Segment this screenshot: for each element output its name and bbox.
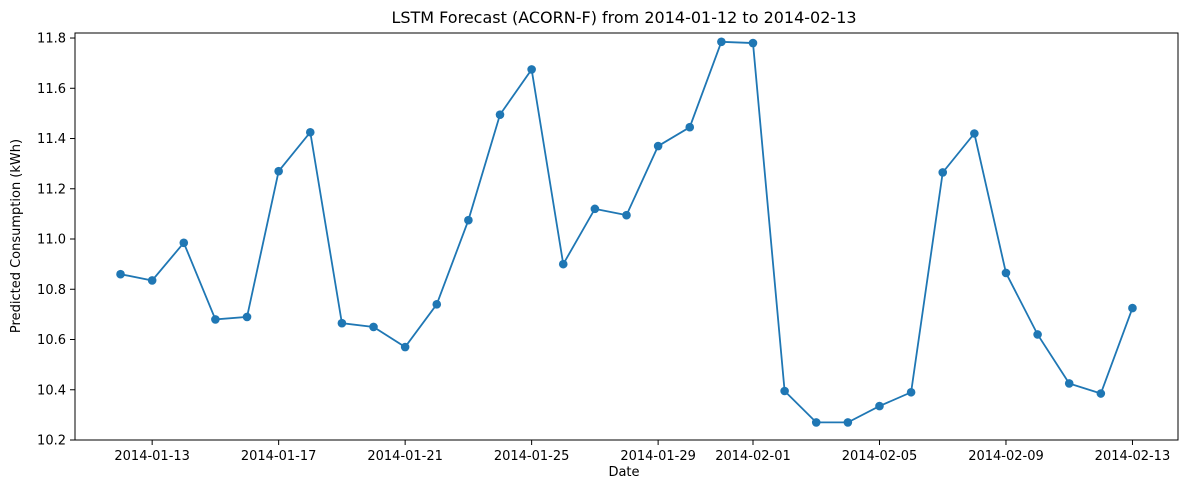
data-point xyxy=(1064,379,1074,388)
data-point xyxy=(432,300,442,309)
chart-title: LSTM Forecast (ACORN-F) from 2014-01-12 … xyxy=(391,8,856,27)
x-axis-label: Date xyxy=(608,465,639,480)
data-point xyxy=(1033,330,1042,339)
data-point xyxy=(305,127,315,137)
data-point xyxy=(242,312,252,322)
data-point xyxy=(1001,268,1011,278)
y-tick-label: 10.6 xyxy=(37,333,66,348)
data-point xyxy=(811,418,821,427)
data-point xyxy=(780,386,789,396)
y-tick-label: 10.4 xyxy=(37,383,66,398)
x-tick-label: 2014-02-01 xyxy=(715,449,791,464)
data-point xyxy=(717,37,726,47)
data-point xyxy=(1096,389,1106,398)
y-tick-label: 10.2 xyxy=(37,434,66,449)
data-point xyxy=(527,65,536,74)
data-point xyxy=(653,141,663,151)
data-point xyxy=(843,418,853,427)
series-line xyxy=(120,40,1134,424)
plot-frame xyxy=(74,32,1179,441)
data-point xyxy=(906,387,916,397)
data-point xyxy=(748,38,758,48)
x-tick-label: 2014-02-05 xyxy=(842,449,918,464)
y-axis-label: Predicted Consumption (kWh) xyxy=(9,139,24,333)
data-point xyxy=(464,215,473,225)
data-point xyxy=(938,168,948,177)
data-point xyxy=(622,210,631,220)
x-tick-label: 2014-02-13 xyxy=(1095,449,1171,464)
y-tick-label: 11.0 xyxy=(37,233,66,248)
data-point xyxy=(337,318,347,328)
x-axis: 2014-01-13 2014-01-17 2014-01-21 2014-01-25… xyxy=(114,440,1170,464)
x-tick-label: 2014-02-09 xyxy=(968,449,1044,464)
y-tick-label: 11.2 xyxy=(37,182,66,197)
y-axis: 10.2 10.4 10.6 10.8 11.0 11.2 11.4 11.6 11.8 xyxy=(37,32,75,449)
data-point xyxy=(558,259,568,269)
data-point xyxy=(1128,303,1137,313)
y-tick-label: 10.8 xyxy=(37,283,66,298)
data-point xyxy=(970,129,979,138)
data-point xyxy=(400,342,410,352)
x-tick-label: 2014-01-25 xyxy=(494,449,570,464)
x-tick-label: 2014-01-29 xyxy=(620,449,696,464)
data-point xyxy=(147,276,157,285)
data-point xyxy=(875,401,884,411)
data-point xyxy=(590,204,600,214)
y-tick-label: 11.8 xyxy=(37,32,66,47)
data-point xyxy=(495,110,505,119)
y-tick-label: 11.6 xyxy=(37,82,66,97)
data-point xyxy=(211,315,220,324)
data-point xyxy=(369,322,378,332)
data-point xyxy=(274,166,283,176)
x-tick-label: 2014-01-13 xyxy=(114,449,190,464)
plot-area xyxy=(74,32,1179,441)
data-point xyxy=(116,269,125,279)
x-tick-label: 2014-01-17 xyxy=(241,449,317,464)
x-tick-label: 2014-01-21 xyxy=(367,449,443,464)
data-point xyxy=(179,238,189,248)
data-point xyxy=(685,122,695,132)
y-tick-label: 11.4 xyxy=(37,132,66,147)
